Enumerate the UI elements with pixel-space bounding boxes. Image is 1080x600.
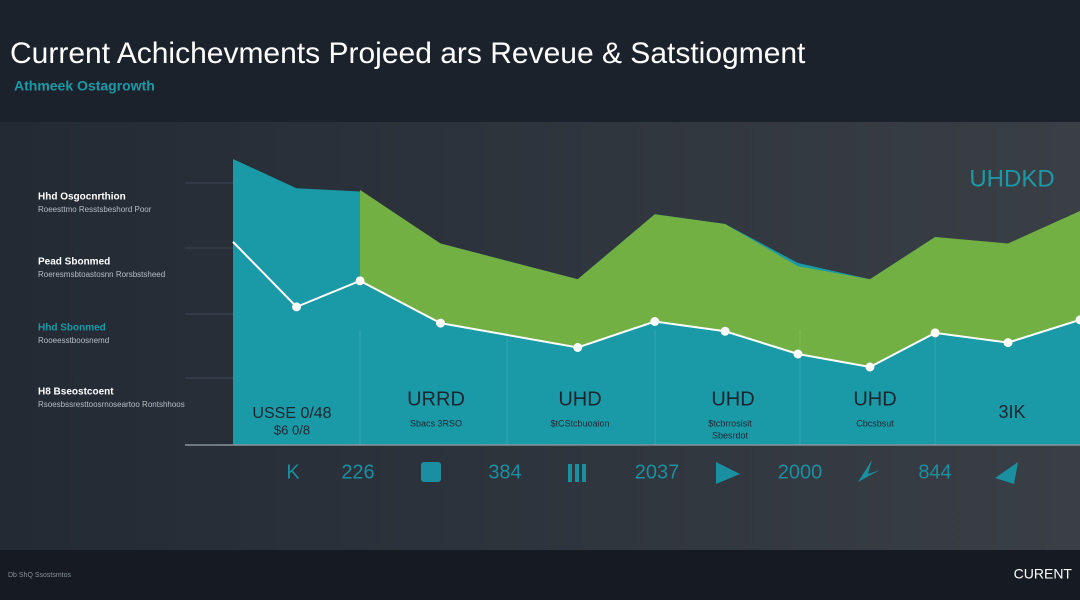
sub-annotation: Cbcsbsut [856,418,894,428]
footnote: Db ShQ Ssostsmtos [8,572,72,579]
icons [421,460,1018,484]
annotation: UHD [853,388,896,410]
annotation: UHD [711,388,754,410]
footer-bar [0,550,1080,600]
annotation: URRD [407,388,465,410]
icon [995,462,1018,484]
line-point [573,343,583,352]
icon [421,462,441,482]
x-label: K [286,461,300,483]
line-point [865,362,875,372]
side-label-text: Roeesttmo Resstsbeshord Poor [38,205,152,214]
annotation: $6 0/8 [274,422,310,437]
chart-title: Current Achichevments Projeed ars Reveue… [10,37,806,70]
sub-annotation: $tcbrrosisit [708,418,752,428]
line-point [1003,338,1013,348]
footer-label: CURENT [1014,566,1073,582]
line-point [650,317,660,326]
icon [582,464,586,482]
line-point [930,328,940,338]
annotation: 3IK [998,402,1025,422]
annotation: UHDKD [969,165,1054,192]
annotation: UHD [558,388,601,410]
line-point [720,326,730,336]
side-label-title: Hhd Osgocnrthion [38,192,126,203]
side-label-title: H8 Bseostcoent [38,387,114,398]
icon [716,462,740,484]
line-point [355,276,365,286]
line-point [793,349,803,359]
chart-subtitle: Athmeek Ostagrowth [14,78,155,94]
sub-annotation: $tCStcbuoaion [550,418,609,428]
line [232,241,1080,369]
annotation: USSE 0/48 [252,405,331,422]
sub-annotation: Sbesrdot [712,430,749,440]
x-label: 226 [341,461,374,483]
side-label-text: Rsoesbssresttoosrnoseartoo Rontshhoos [38,400,185,409]
side-label-title: Pead Sbonmed [38,257,110,268]
x-label: 384 [488,461,521,483]
sub-annotation: Sbacs 3RSO [410,418,462,428]
x-label: 844 [918,461,951,483]
icon [575,464,579,482]
side-label-text: Roeresmsbtoastosnn Rorsbstsheed [38,270,165,279]
line-point [1075,315,1080,325]
side-label-text: Rooeesstboosnemd [38,336,109,345]
side-label-title: Hhd Sbonmed [38,323,106,334]
icon [858,460,880,482]
line-point [436,318,446,328]
x-label: 2037 [635,461,680,483]
line-point [292,302,302,312]
x-label: 2000 [778,461,823,483]
line-area [233,241,1080,445]
icon [568,464,572,482]
